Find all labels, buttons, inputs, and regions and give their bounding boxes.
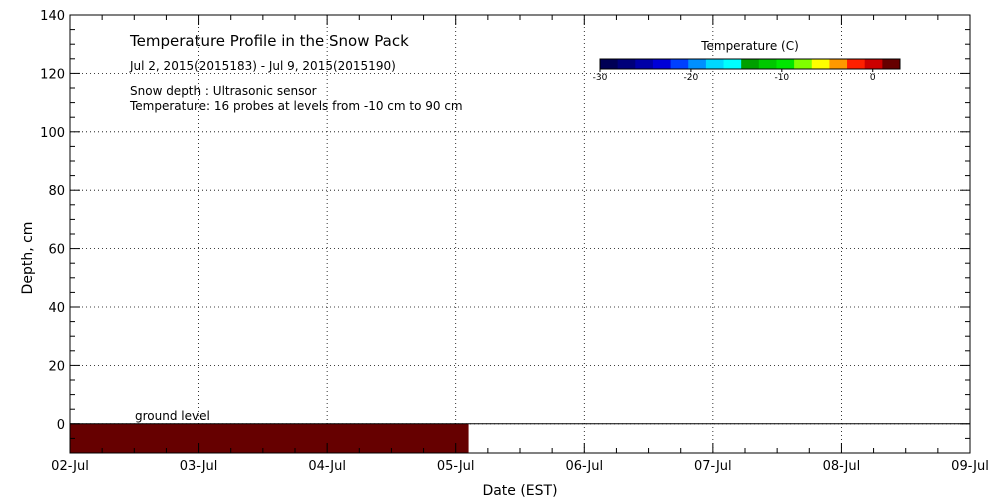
y-tick-label: 40 [48,301,65,316]
colorbar-swatch [723,59,742,69]
colorbar-swatch [617,59,636,69]
colorbar-swatch [829,59,848,69]
x-tick-label: 09-Jul [951,459,989,474]
x-tick-label: 08-Jul [823,459,861,474]
x-tick-label: 05-Jul [437,459,475,474]
x-tick-label: 06-Jul [565,459,603,474]
axis-layer: 02-Jul 03-Jul 04-Jul 05-Jul 06-Jul 07-Jul 08-J… [40,9,989,474]
plot-frame [69,14,971,454]
colorbar-tick-label: -30 [593,73,608,83]
colorbar-swatch [811,59,830,69]
colorbar-frame [599,58,901,70]
colorbar-swatch [652,59,672,69]
colorbar-tick-label: -20 [684,73,699,83]
x-tick-label: 04-Jul [308,459,346,474]
colorbar-swatch [600,59,619,69]
colorbar-title: Temperature (C) [700,39,799,53]
colorbar-swatch [635,59,654,69]
chart-title: Temperature Profile in the Snow Pack [129,32,409,50]
y-tick-label: 0 [57,418,65,433]
x-tick-label: 07-Jul [694,459,732,474]
ground-temperature-fill [70,423,469,453]
y-tick-label: 80 [48,184,65,199]
colorbar: -30 -20 -10 0 [593,58,901,83]
colorbar-swatch [705,59,725,69]
colorbar-swatch [758,59,777,69]
x-tick-label: 02-Jul [51,459,89,474]
grid-layer [70,15,970,453]
colorbar-swatch [847,59,866,69]
x-axis-label: Date (EST) [482,483,557,499]
colorbar-swatch [864,59,883,69]
ground-level-label: ground level [135,409,210,423]
colorbar-swatch [794,59,813,69]
note-temperature: Temperature: 16 probes at levels from -1… [129,99,463,113]
y-tick-label: 20 [48,359,65,374]
colorbar-swatch [741,59,760,69]
data-layer [70,423,970,453]
y-axis-label: Depth, cm [20,222,36,295]
y-tick-label: 100 [40,126,65,141]
y-tick-label: 60 [48,243,65,258]
chart-subtitle: Jul 2, 2015(2015183) - Jul 9, 2015(20151… [129,59,396,73]
colorbar-swatch [688,59,707,69]
text-layer: Temperature Profile in the Snow Pack Jul… [20,32,799,499]
y-tick-label: 140 [40,9,65,24]
colorbar-tick-label: -10 [774,73,789,83]
y-tick-label: 120 [40,67,65,82]
colorbar-swatch [776,59,795,69]
x-tick-label: 03-Jul [180,459,218,474]
colorbar-swatch [882,59,901,69]
colorbar-swatch [670,59,689,69]
note-snow-depth: Snow depth : Ultrasonic sensor [130,84,317,98]
colorbar-tick-label: 0 [870,73,876,83]
